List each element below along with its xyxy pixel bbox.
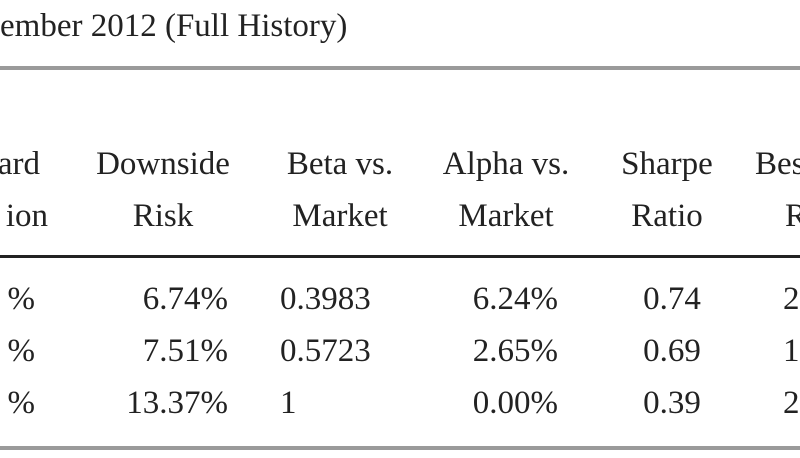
table-cell: 6.24% (472, 281, 558, 317)
table-cell: 0.74 (643, 281, 701, 317)
table-cell: % (7, 281, 36, 317)
column-header: ard (0, 146, 40, 182)
table-cell: 13.37% (126, 385, 228, 421)
table-cell: 1 (783, 333, 800, 369)
table-cell: 1 (280, 385, 297, 421)
column-header: Beta vs. (286, 146, 394, 182)
table-cell: 0.3983 (280, 281, 371, 317)
header-rule (0, 255, 800, 258)
table-cell: 0.39 (643, 385, 701, 421)
table-cell: 0.5723 (280, 333, 371, 369)
column-header: Risk (132, 198, 194, 234)
table-cell: 0.69 (643, 333, 701, 369)
top-rule (0, 66, 800, 70)
table-cell: 2.65% (472, 333, 558, 369)
column-header: Market (458, 198, 554, 234)
column-header: Sharpe (621, 146, 713, 182)
table-cell: % (7, 333, 36, 369)
table-title: ember 2012 (Full History) (0, 8, 348, 44)
table-cell: 2 (783, 281, 800, 317)
table-cell: 2 (783, 385, 800, 421)
column-header: Market (292, 198, 388, 234)
column-header: Alpha vs. (442, 146, 570, 182)
column-header: ion (5, 198, 48, 234)
table-cell: 0.00% (472, 385, 558, 421)
table-cell: % (7, 385, 36, 421)
column-header: R (785, 198, 800, 234)
table-cell: 6.74% (142, 281, 228, 317)
table-cell: 7.51% (142, 333, 228, 369)
column-header: Ratio (631, 198, 703, 234)
column-header: Bes (755, 146, 800, 182)
column-header: Downside (96, 146, 230, 182)
bottom-rule (0, 446, 800, 450)
